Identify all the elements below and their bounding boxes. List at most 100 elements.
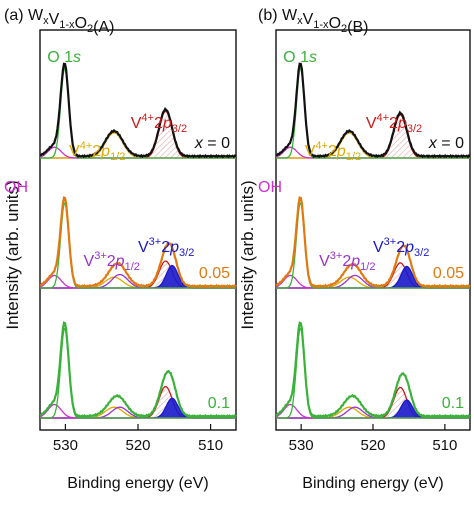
v4-2p32-label: V4+2p3/2 [366,112,422,135]
series-label: x = 0 [428,135,464,152]
v3-2p32-label-part: 3+ [149,236,162,248]
v3-2p32-label-part: p [169,239,179,256]
o1s-label: O 1s [47,49,81,66]
series-label-value: = 0 [203,135,230,152]
v3-2p32-label-part: V [138,239,149,256]
o1s-label-s: s [309,49,317,66]
panel-title-part: 2 [341,23,347,35]
v4-2p32-label-part: 4+ [376,112,389,124]
panel-title-part: (A) [93,19,114,36]
v4-2p32-label-part: p [162,115,172,132]
x-tick-label: 530 [289,437,314,454]
v3-2p12-label: V3+2p1/2 [84,250,140,273]
v3-2p12-label-part: V [84,253,95,270]
v3-2p12-label-part: 1/2 [360,261,375,273]
v4-2p12-label: V4+2p1/2 [69,140,125,163]
series-label: 0.05 [199,265,230,282]
x-tick-label: 530 [53,437,78,454]
v4-2p32-component [40,385,236,419]
v4-2p12-label-part: V [305,143,316,160]
v4-2p12-label-part: 1/2 [110,151,125,163]
series-line-total [39,321,237,419]
v3-2p32-label-part: 3+ [384,236,397,248]
v3-2p32-label-part: 2 [396,239,405,256]
x-axis-label: Binding energy (eV) [302,475,443,492]
x-tick-label: 520 [360,437,385,454]
panel-title: (b) WxV1-xO2(B) [258,7,368,36]
series-line-total [39,196,237,289]
v4-2p12-label-part: 1/2 [346,151,361,163]
v4-2p32-label-part: 3/2 [407,123,422,135]
v3-2p12-label-part: p [350,253,360,270]
v3-2p12-label-part: 2 [342,253,351,270]
v4-2p12-label-part: 2 [328,143,337,160]
series-line-total [275,321,471,419]
v3-2p12-label: V3+2p1/2 [319,250,375,273]
o1s-label: O 1s [283,49,317,66]
v4-2p32-label-part: V [131,115,142,132]
o1s-label-s: s [73,49,81,66]
v3-2p12-label-part: 3+ [330,250,343,262]
v3-2p12-label-part: 1/2 [125,261,140,273]
x-tick-label: 520 [125,437,150,454]
v3-2p32-label-part: 2 [161,239,170,256]
v4-2p12-label-part: 4+ [315,140,328,152]
series-label: x = 0 [194,135,230,152]
y-axis-label-right: Intensity (arb. units) [238,180,257,329]
panel-title-part: 1-x [313,19,329,31]
v3-2p32-label-part: p [404,239,414,256]
panel-title-part: O [75,15,87,32]
v4-2p12-label-part: 2 [92,143,101,160]
series-label-x: x [428,135,438,152]
v4-2p12-label-part: 4+ [80,140,93,152]
series-label: 0.05 [433,265,464,282]
v3-2p12-label-part: 2 [107,253,116,270]
v4-2p12-label-part: p [336,143,346,160]
v3-2p12-label-part: p [115,253,125,270]
panel-title-part: (b) W [258,7,298,24]
panel-title: (a) WxV1-xO2(A) [4,7,114,36]
v4-2p12-label: V4+2p1/2 [305,140,361,163]
x-tick-label: 510 [432,437,457,454]
series-line-total [39,62,237,159]
v4-2p32-label-part: 3/2 [172,123,187,135]
v4-2p32-label: V4+2p3/2 [131,112,187,135]
v3-2p32-label-part: 3/2 [179,247,194,259]
panel-title-part: V [49,11,60,28]
series-line-total [275,196,471,289]
panel-title-part: V [303,11,314,28]
v3-2p32-label: V3+2p3/2 [373,236,429,259]
v3-2p32-label-part: V [373,239,384,256]
v4-2p32-label-part: V [366,115,377,132]
panel-title-part: (a) W [4,7,44,24]
v4-2p32-label-part: 2 [154,115,163,132]
v3-2p12-label-part: 3+ [94,250,107,262]
x-tick-label: 510 [198,437,223,454]
panel-title-part: (B) [347,19,368,36]
v3-2p12-label-part: V [319,253,330,270]
y-axis-label: Intensity (arb. units) [3,180,22,329]
series-label-value: = 0 [437,135,464,152]
v4-2p32-label-part: 4+ [141,112,154,124]
panel-title-part: x [43,15,49,27]
v4-2p32-component-fill [40,386,236,418]
series-line-total [275,62,471,159]
panel-title-part: O [329,15,341,32]
v4-2p32-label-part: p [397,115,407,132]
v4-2p12-label-part: V [69,143,80,160]
x-axis-label: Binding energy (eV) [67,475,208,492]
panel-title-part: 2 [87,23,93,35]
v3-2p32-label: V3+2p3/2 [138,236,194,259]
o1s-label-main: O 1 [283,49,309,66]
v4-2p32-label-part: 2 [389,115,398,132]
v3-2p32-label-part: 3/2 [414,247,429,259]
panel-title-part: x [297,15,303,27]
series-label: 0.1 [208,395,230,412]
series-label: 0.1 [442,395,464,412]
panel-title-part: 1-x [59,19,75,31]
oh-label: OH [258,179,282,196]
